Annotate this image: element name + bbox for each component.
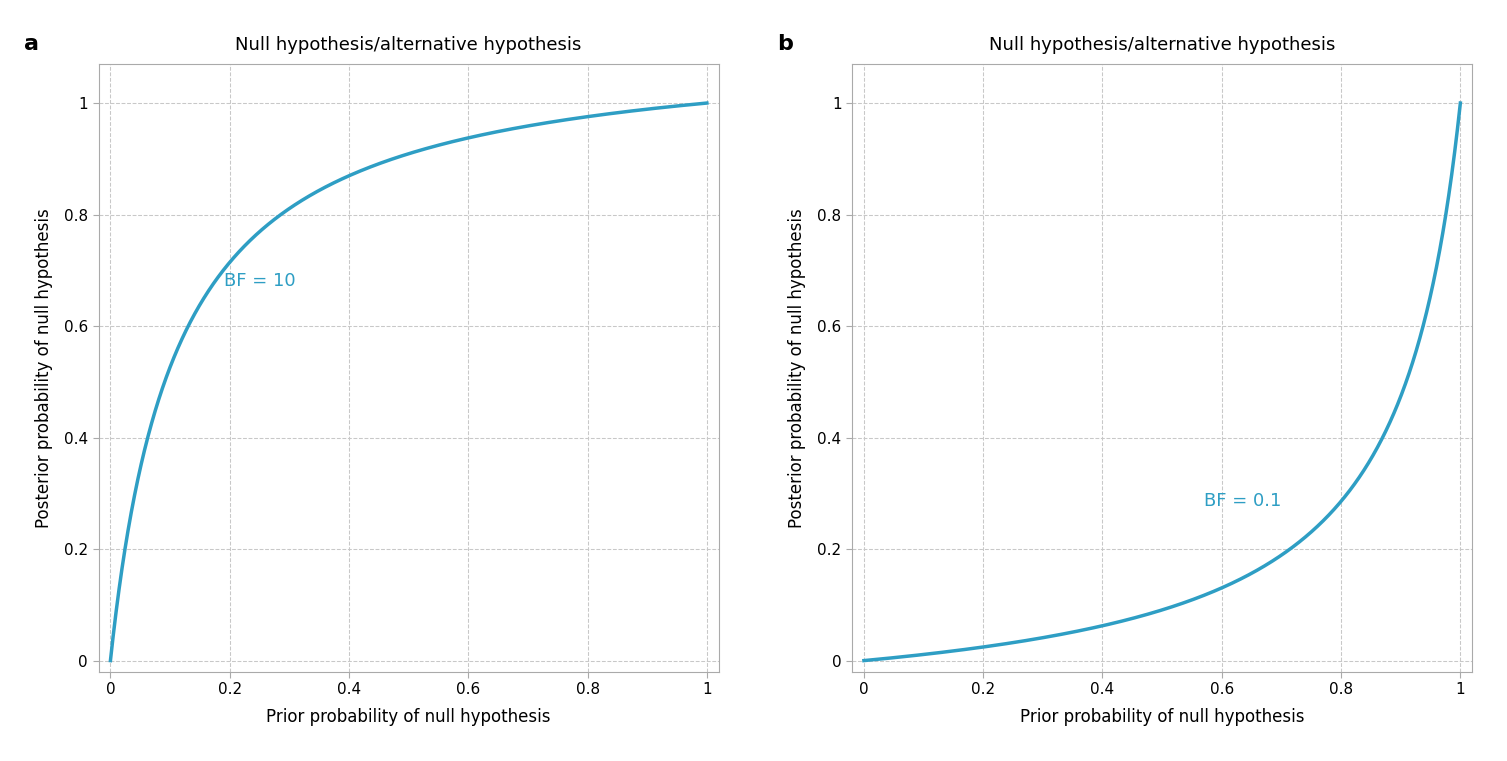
Text: a: a — [24, 33, 39, 53]
Text: BF = 0.1: BF = 0.1 — [1204, 492, 1281, 510]
Y-axis label: Posterior probability of null hypothesis: Posterior probability of null hypothesis — [788, 208, 806, 528]
Text: b: b — [778, 33, 794, 53]
X-axis label: Prior probability of null hypothesis: Prior probability of null hypothesis — [267, 708, 552, 726]
Y-axis label: Posterior probability of null hypothesis: Posterior probability of null hypothesis — [35, 208, 53, 528]
Text: BF = 10: BF = 10 — [223, 272, 295, 290]
Title: Null hypothesis/alternative hypothesis: Null hypothesis/alternative hypothesis — [989, 36, 1335, 54]
X-axis label: Prior probability of null hypothesis: Prior probability of null hypothesis — [1020, 708, 1305, 726]
Title: Null hypothesis/alternative hypothesis: Null hypothesis/alternative hypothesis — [235, 36, 582, 54]
